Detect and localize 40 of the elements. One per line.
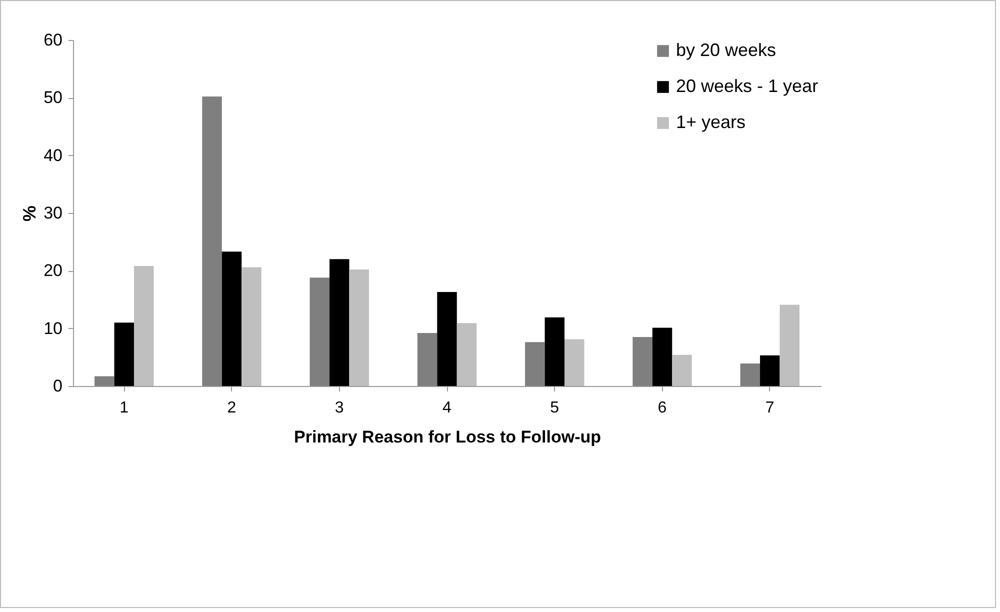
bar (114, 322, 134, 386)
y-tick-label: 50 (44, 88, 62, 108)
bar (652, 328, 672, 386)
y-tick-label: 10 (44, 318, 62, 338)
bar (740, 364, 760, 386)
bar (242, 267, 262, 386)
y-tick-label: 60 (44, 30, 62, 50)
bar (632, 336, 652, 386)
bar (417, 332, 438, 386)
y-tick-label: 0 (53, 376, 62, 396)
bar (94, 376, 114, 386)
legend-label: 20 weeks - 1 year (676, 76, 818, 96)
y-axis-title: % (20, 205, 40, 222)
bar (760, 355, 780, 386)
y-tick-label: 40 (44, 146, 62, 165)
x-tick-label: 4 (442, 400, 452, 416)
bar (202, 96, 222, 386)
bar (456, 323, 477, 386)
bar (525, 342, 545, 386)
bar (330, 259, 350, 386)
bar (544, 317, 564, 386)
bar (349, 270, 369, 386)
x-tick-label: 2 (227, 400, 236, 416)
bar (437, 292, 457, 386)
legend-label: 1+ years (676, 112, 746, 132)
x-tick-label: 3 (334, 400, 344, 416)
x-tick-label: 7 (765, 400, 774, 416)
bar (672, 354, 692, 386)
bar (564, 339, 584, 386)
x-tick-label: 6 (658, 400, 667, 416)
x-axis-title: Primary Reason for Loss to Follow-up (294, 428, 601, 446)
x-tick-label: 5 (550, 400, 560, 416)
y-tick-label: 20 (44, 261, 62, 280)
bar (780, 304, 800, 386)
bar (222, 252, 242, 386)
legend-label: by 20 weeks (676, 40, 776, 60)
bar (310, 278, 330, 386)
bar (134, 266, 154, 386)
x-tick-label: 1 (120, 400, 129, 416)
y-tick-label: 30 (44, 204, 62, 222)
